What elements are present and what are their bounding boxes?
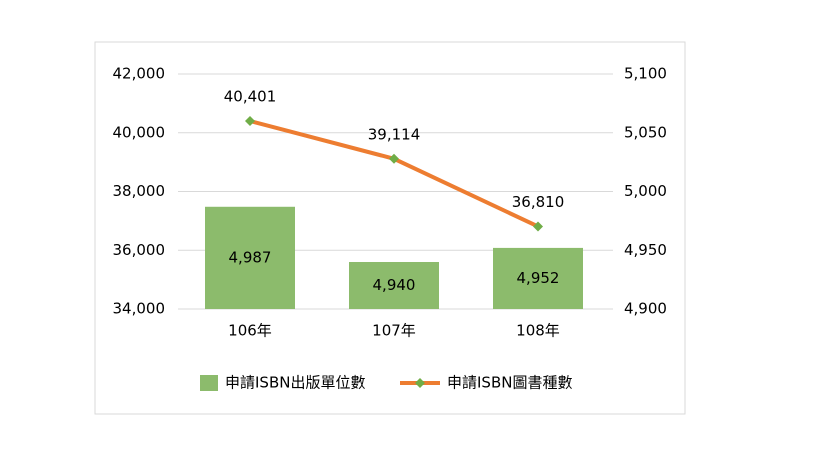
- y-tick-label: 40,000: [113, 123, 166, 141]
- y-tick-label: 34,000: [113, 300, 166, 318]
- y-tick-label: 38,000: [113, 182, 166, 200]
- y-tick-label: 36,000: [113, 241, 166, 259]
- legend-label: 申請ISBN出版單位數: [225, 374, 365, 392]
- bar-value-label: 4,940: [373, 276, 416, 294]
- y2-tick-label: 4,950: [624, 241, 667, 259]
- line-marker: [245, 115, 255, 126]
- line-value-label: 39,114: [368, 125, 421, 143]
- bar-value-label: 4,952: [517, 269, 560, 287]
- y2-tick-label: 5,050: [624, 123, 667, 141]
- bar: [205, 206, 295, 309]
- legend-marker: [415, 378, 425, 388]
- y2-tick-label: 4,900: [624, 300, 667, 318]
- legend-label: 申請ISBN圖書種數: [447, 374, 572, 392]
- line-marker: [389, 153, 399, 164]
- bar-value-label: 4,987: [229, 248, 272, 266]
- y2-tick-label: 5,000: [624, 182, 667, 200]
- bar: [349, 262, 439, 309]
- line-value-label: 40,401: [224, 87, 277, 105]
- bar: [493, 247, 583, 309]
- y2-tick-label: 5,100: [624, 65, 667, 83]
- line-value-label: 36,810: [512, 193, 565, 211]
- x-tick-label: 108年: [516, 322, 560, 340]
- chart-frame: [94, 41, 686, 415]
- legend-swatch: [200, 375, 218, 391]
- x-tick-label: 107年: [372, 322, 416, 340]
- y-tick-label: 42,000: [113, 65, 166, 83]
- x-tick-label: 106年: [228, 322, 272, 340]
- line-marker: [533, 221, 543, 232]
